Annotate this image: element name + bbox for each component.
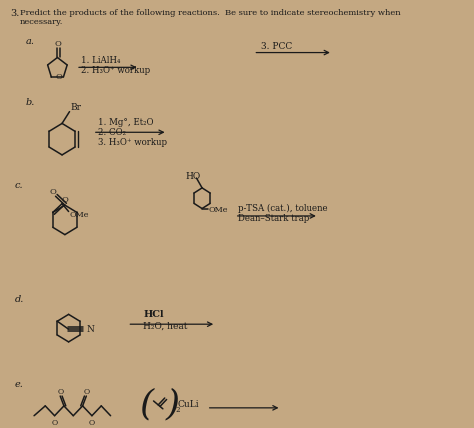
Text: O: O: [57, 388, 63, 396]
Text: 2: 2: [175, 406, 180, 414]
Text: O: O: [49, 188, 56, 196]
Text: N: N: [86, 324, 94, 333]
Text: a.: a.: [26, 37, 35, 46]
Text: p-TSA (cat.), toluene: p-TSA (cat.), toluene: [237, 203, 327, 213]
Text: ): ): [165, 388, 179, 422]
Text: e.: e.: [14, 380, 23, 389]
Text: 2. H₃O⁺ workup: 2. H₃O⁺ workup: [81, 66, 150, 75]
Text: Predict the products of the following reactions.  Be sure to indicate stereochem: Predict the products of the following re…: [20, 9, 401, 17]
Text: 2. CO₂: 2. CO₂: [98, 128, 126, 137]
Text: d.: d.: [14, 294, 24, 304]
Text: 3.: 3.: [11, 9, 20, 18]
Text: O: O: [62, 196, 68, 204]
Text: O: O: [55, 40, 62, 48]
Text: O: O: [89, 419, 95, 427]
Text: O: O: [52, 419, 58, 427]
Text: HO: HO: [185, 172, 201, 181]
Text: H₂O, heat: H₂O, heat: [143, 322, 188, 331]
Text: 3. PCC: 3. PCC: [261, 42, 292, 51]
Text: c.: c.: [14, 181, 23, 190]
Text: necessary.: necessary.: [20, 18, 64, 26]
Text: Br: Br: [71, 103, 82, 112]
Text: CuLi: CuLi: [178, 401, 200, 410]
Text: 1. Mg°, Et₂O: 1. Mg°, Et₂O: [98, 118, 153, 127]
Text: (: (: [139, 388, 153, 422]
Text: 3. H₃O⁺ workup: 3. H₃O⁺ workup: [98, 138, 166, 147]
Text: OMe: OMe: [70, 211, 89, 220]
Text: b.: b.: [26, 98, 35, 107]
Text: HCl: HCl: [143, 310, 164, 319]
Text: O: O: [55, 73, 62, 81]
Text: OMe: OMe: [209, 205, 228, 214]
Text: O: O: [83, 388, 90, 396]
Text: Dean–Stark trap: Dean–Stark trap: [237, 214, 309, 223]
Text: 1. LiAlH₄: 1. LiAlH₄: [81, 56, 120, 65]
